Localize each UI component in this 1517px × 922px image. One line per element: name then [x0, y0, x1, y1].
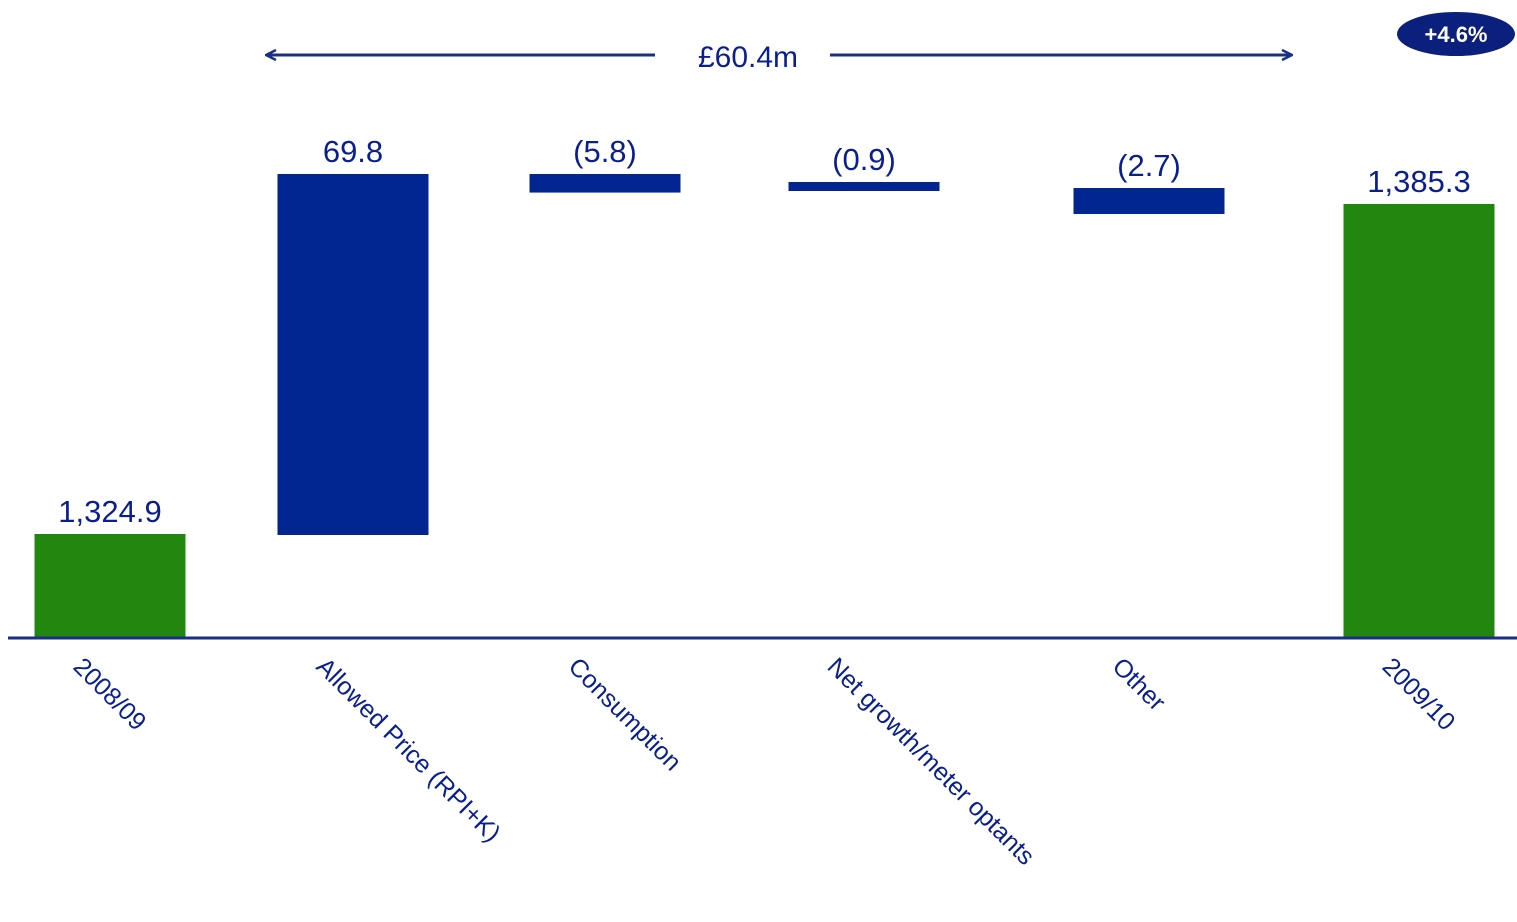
percent-badge-ellipse — [1397, 12, 1515, 56]
value-labels-layer: 1,324.9 69.8 (5.8) (0.9) (2.7) 1,385.3 — [58, 134, 1470, 529]
value-label-0: 1,324.9 — [58, 494, 161, 529]
value-label-1: 69.8 — [323, 134, 383, 169]
category-label-1: Allowed Price (RPI+K) — [311, 652, 506, 847]
category-label-3: Net growth/meter optants — [822, 652, 1040, 870]
percent-badge-text: +4.6% — [1425, 22, 1488, 47]
bar-0 — [34, 534, 186, 637]
bar-5 — [1343, 204, 1495, 637]
bars-layer — [34, 174, 1495, 637]
category-label-5: 2009/10 — [1377, 652, 1461, 736]
category-labels-layer: 2008/09 Allowed Price (RPI+K) Consumption N… — [68, 652, 1461, 870]
category-label-0: 2008/09 — [68, 652, 152, 736]
category-label-4: Other — [1107, 652, 1171, 716]
bar-2 — [529, 174, 681, 193]
bar-3 — [788, 182, 940, 191]
bar-1 — [277, 174, 429, 535]
value-label-3: (0.9) — [832, 142, 896, 177]
bar-4 — [1073, 188, 1225, 214]
category-label-2: Consumption — [563, 652, 687, 776]
value-label-4: (2.7) — [1117, 148, 1181, 183]
percent-badge: +4.6% — [1397, 12, 1515, 56]
value-label-5: 1,385.3 — [1367, 164, 1470, 199]
bracket-label: £60.4m — [698, 41, 798, 74]
value-label-2: (5.8) — [573, 134, 637, 169]
change-bracket: £60.4m — [266, 41, 1292, 74]
